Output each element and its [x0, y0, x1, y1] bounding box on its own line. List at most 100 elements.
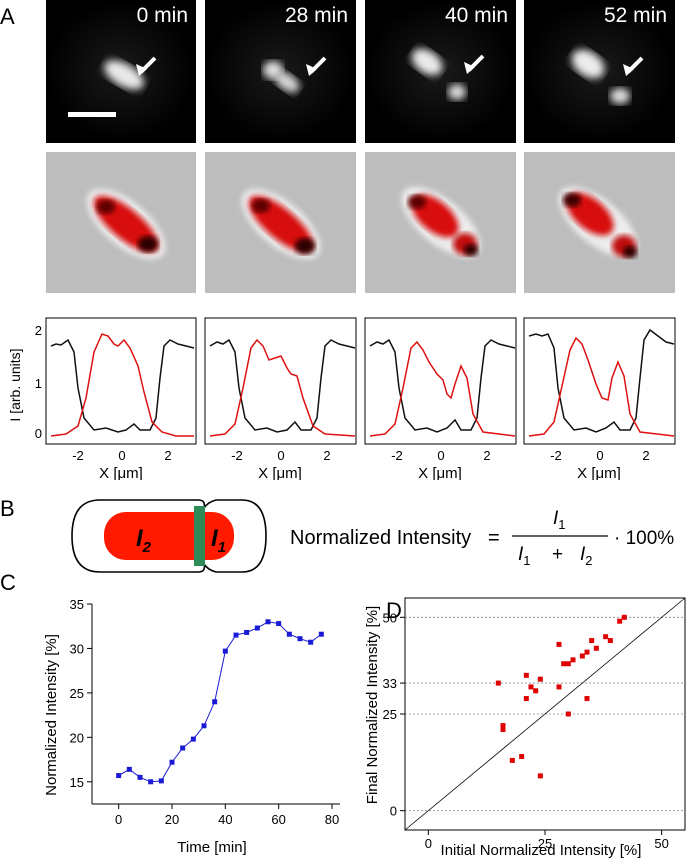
- data-point: [556, 684, 562, 690]
- data-point: [556, 641, 562, 647]
- data-point: [137, 774, 143, 780]
- xtick-2: 2: [323, 448, 330, 463]
- i1-label: I: [211, 525, 219, 552]
- data-point: [180, 745, 186, 751]
- y-tick-label: 25: [70, 686, 84, 701]
- panel-label-c: C: [0, 570, 16, 595]
- profile-xlabel-2: X [μm]: [418, 465, 462, 480]
- chart-c-xlabel: Time [min]: [177, 839, 246, 856]
- fluo-cell-1: [263, 56, 327, 93]
- profile-yticks-0: 2 1 0: [35, 323, 42, 441]
- ytick-1: 1: [35, 376, 42, 391]
- x-tick-label: 20: [165, 812, 179, 827]
- time-label-3: 52 min: [603, 4, 667, 27]
- i2-sub: 2: [142, 539, 152, 556]
- data-point: [148, 779, 154, 785]
- fluorescence-image-0: 0 min: [46, 0, 196, 143]
- data-point: [244, 629, 250, 635]
- y-tick-label: 35: [70, 597, 84, 612]
- eq-num-sub: 1: [558, 517, 565, 532]
- phase-image-1: [205, 152, 356, 293]
- ytick-2: 2: [35, 323, 42, 338]
- profiles-ylabel: I [arb. units]: [7, 348, 23, 421]
- chart-d-xlabel: Initial Normalized Intensity [%]: [441, 842, 642, 859]
- panel-label-b: B: [0, 496, 15, 521]
- data-point: [570, 657, 576, 663]
- phase-cell-3: [558, 186, 638, 258]
- y-tick-label: 20: [70, 730, 84, 745]
- xtick-0: 0: [277, 448, 284, 463]
- xtick-0: 0: [118, 448, 125, 463]
- fluo-cell-2: [411, 48, 485, 100]
- data-point: [593, 645, 599, 651]
- data-point: [116, 773, 122, 779]
- data-point: [308, 639, 314, 645]
- chart-d-marks: [495, 614, 627, 779]
- data-point: [222, 648, 228, 654]
- data-point: [190, 736, 196, 742]
- chart-c-axes: 0 20 40 60 80 15 20 25 30 35: [70, 597, 340, 827]
- data-point: [523, 672, 529, 678]
- xtick-0: 0: [437, 448, 444, 463]
- profile-xlabel-0: X [μm]: [99, 465, 143, 480]
- phase-image-0: [46, 152, 196, 293]
- y-tick-label: 0: [390, 804, 397, 819]
- chart-c-marks: [116, 619, 324, 785]
- data-point: [169, 759, 175, 765]
- data-point: [201, 723, 207, 729]
- chart-c-ylabel: Normalized Intensity [%]: [43, 634, 60, 796]
- panel-label-d: D: [386, 598, 402, 623]
- x-tick-label: 40: [218, 812, 232, 827]
- phase-cell-0: [86, 188, 166, 260]
- x-tick-label: 0: [115, 812, 122, 827]
- profile-panel-3: -2 0 2 X [μm]: [523, 317, 676, 480]
- eq-den-a-sub: 1: [523, 553, 530, 568]
- xtick-neg2: -2: [72, 448, 84, 463]
- y-tick-label: 15: [70, 775, 84, 790]
- data-point: [158, 778, 164, 784]
- fluorescence-image-1: 28 min: [205, 0, 356, 143]
- data-point: [561, 661, 567, 667]
- ytick-0: 0: [35, 426, 42, 441]
- svg-text:I1: I1: [211, 525, 226, 556]
- phase-image-3: [524, 152, 675, 293]
- eq-den-a: I: [518, 544, 524, 565]
- profile-panel-0: 2 1 0 -2 0 2 X [μm]: [35, 317, 197, 480]
- x-tick-label: 50: [654, 836, 668, 851]
- data-point: [276, 621, 282, 627]
- data-point: [265, 619, 271, 625]
- data-point: [617, 618, 623, 624]
- eq-den-b-sub: 2: [585, 553, 592, 568]
- xtick-2: 2: [483, 448, 490, 463]
- fluorescence-image-3: 52 min: [524, 0, 675, 143]
- data-point: [537, 676, 543, 682]
- data-point: [603, 634, 609, 640]
- data-point: [523, 696, 529, 702]
- phase-cell-2: [401, 186, 481, 258]
- data-point: [212, 699, 218, 705]
- y-tick-label: 50: [383, 610, 397, 625]
- svg-text:I1: I1: [518, 544, 531, 568]
- series-line: [118, 621, 322, 783]
- y-tick-label: 30: [70, 641, 84, 656]
- profile-xlabel-3: X [μm]: [577, 465, 621, 480]
- xtick-2: 2: [642, 448, 649, 463]
- phase-image-2: [365, 152, 516, 293]
- profile-panel-1: -2 0 2 X [μm]: [204, 317, 357, 480]
- eq-num: I: [553, 508, 559, 529]
- eq-lhs: Normalized Intensity: [290, 527, 471, 549]
- fluo-cell-0: [68, 56, 157, 117]
- data-point: [126, 766, 132, 772]
- x-tick-label: 60: [271, 812, 285, 827]
- data-point: [584, 696, 590, 702]
- eq-tail: · 100%: [614, 528, 674, 549]
- data-point: [537, 773, 543, 779]
- eq-den-b: I: [580, 544, 586, 565]
- normalized-intensity-equation: Normalized Intensity = I1 I1 + I2 · 100%: [290, 508, 674, 568]
- data-point: [509, 757, 515, 763]
- svg-text:I2: I2: [136, 525, 152, 556]
- i1-sub: 1: [218, 539, 226, 556]
- data-point: [286, 631, 292, 637]
- data-point: [607, 638, 613, 644]
- svg-text:I2: I2: [580, 544, 593, 568]
